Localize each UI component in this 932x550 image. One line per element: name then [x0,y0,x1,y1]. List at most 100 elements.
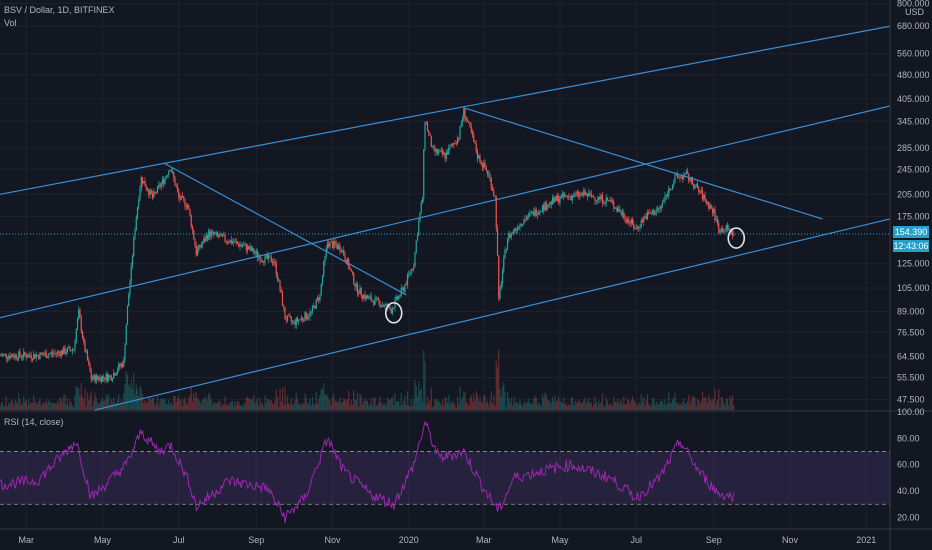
candle-body [150,189,152,194]
candle-body [464,108,466,119]
candle-body [108,375,110,381]
candle-body [25,354,27,358]
candle-body [185,206,187,208]
candle-body [124,344,126,360]
candle-body [156,185,159,193]
volume-bar [484,394,486,410]
candle-body [709,205,711,209]
volume-bar [283,404,285,410]
volume-bar [505,407,507,410]
volume-bar [4,405,6,410]
volume-bar [576,402,579,410]
candle-body [179,197,181,200]
volume-bar [261,403,264,410]
volume-bar [206,400,209,410]
circled-point [384,302,403,324]
volume-bar [180,398,182,410]
volume-bar [391,396,394,410]
rsi-tick-label: 80.00 [897,433,920,443]
volume-bar [268,399,270,410]
volume-bar [438,400,440,410]
candle-body [628,219,630,223]
volume-bar [510,397,512,410]
candle-body [189,208,191,216]
candle-body [573,195,575,197]
volume-bar [355,400,357,410]
volume-bar [679,402,681,410]
candle-body [240,244,242,246]
candle-body [561,193,564,196]
candle-body [304,312,306,322]
candle-body [186,205,189,208]
candle-body [225,240,227,242]
candle-body [701,190,704,200]
candle-body [81,331,84,339]
volume-bar [496,366,499,410]
candle-body [611,200,614,202]
candle-body [436,149,439,154]
candle-body [574,193,576,197]
volume-bar [236,400,239,410]
candle-body [435,149,437,152]
candle-body [279,279,281,290]
volume-bar [314,403,316,410]
volume-bar [219,401,221,410]
candle-body [618,209,620,211]
candle-body [659,207,661,209]
volume-bar [575,402,577,410]
candle-body [53,353,55,355]
candle-body [600,195,602,200]
volume-bar [364,398,366,410]
volume-bar [688,394,690,410]
volume-bar [264,395,266,410]
candle-body [716,218,719,224]
candle-body [656,209,659,211]
currency-label: USD [905,7,925,17]
candle-body [369,296,371,298]
volume-bar [479,396,481,410]
volume-bar [703,397,705,410]
volume-bar [51,403,54,410]
candle-body [566,196,569,197]
candle-body [644,216,646,218]
candle-body [153,191,155,198]
volume-bar [561,402,564,410]
candle-body [350,268,352,272]
candle-body [515,228,517,231]
volume-bar [193,392,195,410]
candle-body [426,122,429,131]
volume-bar [466,403,469,410]
candle-body [159,184,161,187]
candle-body [363,294,365,299]
candle-body [213,231,215,235]
volume-bar [299,402,301,410]
volume-bar [498,350,500,410]
volume-bar [509,402,511,410]
volume-bar [545,394,547,410]
volume-bar [78,387,80,410]
volume-bar [181,406,184,410]
candle-body [355,284,357,287]
volume-bar [489,401,491,410]
candle-body [4,353,6,355]
volume-bar [131,388,134,410]
candle-body [379,301,381,307]
candle-body [221,233,224,236]
volume-bar [600,401,602,410]
candle-body [109,375,111,377]
candle-body [360,287,362,296]
candle-body [629,222,631,224]
volume-bar [623,396,625,410]
candle-body [593,196,595,198]
volume-bar [84,388,86,410]
candle-body [424,122,426,150]
volume-bar [641,401,644,410]
volume-bar [320,388,322,410]
candle-body [36,354,39,356]
candle-body [195,245,197,256]
volume-bar [670,402,672,410]
volume-bar [248,398,250,410]
candle-body [443,152,445,155]
candle-body [273,261,275,263]
volume-bar [33,395,35,410]
